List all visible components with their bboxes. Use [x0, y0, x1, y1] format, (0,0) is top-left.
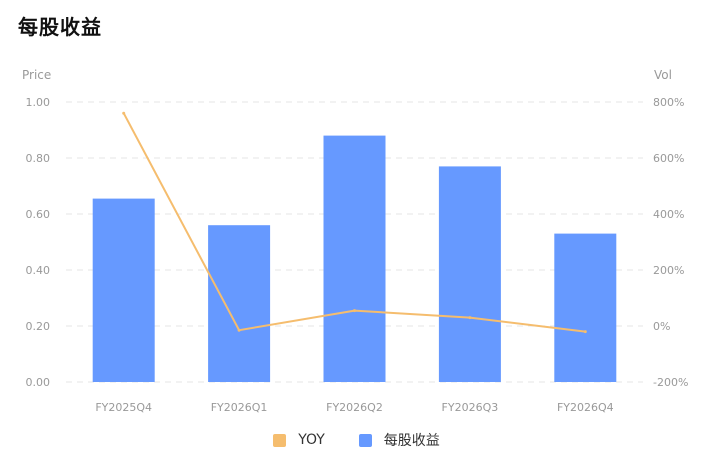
left-tick-label: 0.60: [26, 208, 51, 221]
bar-series[interactable]: [92, 135, 617, 382]
right-axis-label: Vol: [654, 68, 672, 82]
line-point: [583, 330, 587, 334]
left-tick-label: 0.40: [26, 264, 51, 277]
bar[interactable]: [323, 135, 386, 382]
category-label: FY2026Q3: [442, 401, 499, 414]
left-tick-label: 0.00: [26, 376, 51, 389]
chart-title: 每股收益: [18, 15, 102, 39]
left-tick-label: 1.00: [26, 96, 51, 109]
left-tick-label: 0.20: [26, 320, 51, 333]
bar[interactable]: [438, 166, 501, 382]
right-tick-label: 0%: [653, 320, 670, 333]
category-label: FY2026Q1: [211, 401, 268, 414]
bar[interactable]: [92, 198, 155, 382]
right-tick-label: 800%: [653, 96, 684, 109]
legend-label-eps: 每股收益: [383, 433, 440, 449]
legend-item-eps[interactable]: 每股收益: [358, 430, 440, 450]
eps-chart: Price Vol 0.00 0.20 0.40 0.60 0.80 1.00 -200%…: [22, 68, 688, 414]
left-axis-label: Price: [22, 68, 51, 82]
right-axis-ticks: -200% 0% 200% 400% 600% 800%: [653, 96, 688, 389]
category-labels: FY2025Q4 FY2026Q1 FY2026Q2 FY2026Q3 FY2026Q4: [95, 401, 613, 414]
right-tick-label: 400%: [653, 208, 684, 221]
category-label: FY2025Q4: [95, 401, 152, 414]
bar[interactable]: [208, 225, 271, 382]
line-point: [237, 328, 241, 332]
category-label: FY2026Q4: [557, 401, 614, 414]
left-tick-label: 0.80: [26, 152, 51, 165]
left-axis-ticks: 0.00 0.20 0.40 0.60 0.80 1.00: [26, 96, 51, 389]
right-tick-label: 200%: [653, 264, 684, 277]
legend: YOY 每股收益: [0, 430, 713, 450]
right-tick-label: 600%: [653, 152, 684, 165]
line-swatch-icon: [273, 433, 287, 447]
line-series[interactable]: [122, 111, 587, 334]
category-label: FY2026Q2: [326, 401, 383, 414]
bar-swatch-icon: [358, 433, 372, 447]
line-point: [122, 111, 126, 115]
right-tick-label: -200%: [653, 376, 688, 389]
line-point: [353, 309, 356, 313]
bar[interactable]: [554, 233, 617, 382]
legend-label-yoy: YOY: [298, 432, 325, 448]
line-point: [468, 316, 472, 320]
legend-item-yoy[interactable]: YOY: [273, 432, 325, 448]
